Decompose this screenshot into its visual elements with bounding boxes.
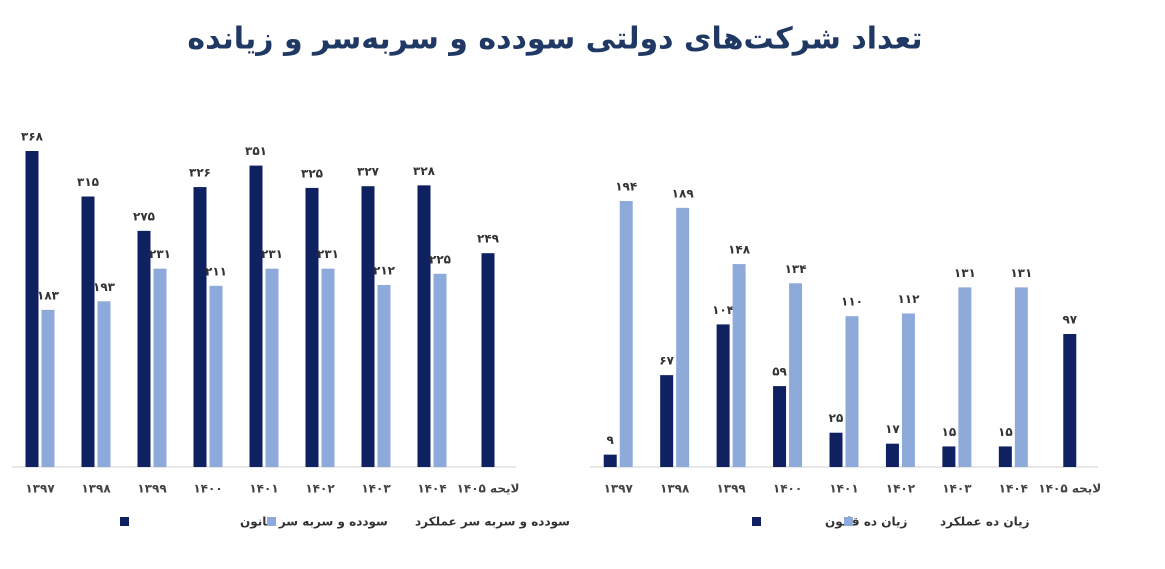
bar <box>829 432 843 467</box>
data-label: ۹ <box>607 433 615 447</box>
data-label: ۲۷۵ <box>133 209 155 223</box>
x-tick-label: ۱۳۹۸ <box>81 482 111 496</box>
data-label: ۲۳۱ <box>261 247 283 261</box>
x-tick-label: ۱۴۰۳ <box>942 482 972 496</box>
bar <box>942 446 956 467</box>
data-label: ۱۵ <box>942 425 957 439</box>
data-label: ۱۱۰ <box>841 295 863 309</box>
x-tick-label: ۱۳۹۷ <box>25 482 55 496</box>
bar <box>716 324 730 467</box>
bar <box>619 201 633 467</box>
data-label: ۱۳۱ <box>1010 266 1032 280</box>
data-label: ۵۹ <box>772 365 787 379</box>
data-label: ۱۸۹ <box>672 186 695 200</box>
bar <box>193 187 207 467</box>
data-label: ۱۰۴ <box>712 303 734 317</box>
data-label: ۲۵ <box>829 411 844 425</box>
bar <box>885 443 899 467</box>
legend-label: زیان ده قانون <box>825 515 907 530</box>
bar <box>97 301 111 467</box>
x-tick-label: ۱۴۰۰ <box>193 482 222 496</box>
bar <box>209 285 223 467</box>
x-tick-label: ۱۴۰۲ <box>305 482 335 496</box>
bar <box>321 268 335 467</box>
data-label: ۱۹۴ <box>615 180 637 194</box>
bar <box>417 185 431 467</box>
bar <box>481 253 495 467</box>
bar <box>603 454 617 467</box>
data-label: ۳۲۶ <box>189 166 211 180</box>
data-label: ۲۲۵ <box>429 252 451 266</box>
bar <box>732 264 746 467</box>
bar <box>305 187 319 467</box>
data-label: ۱۹۳ <box>93 280 116 294</box>
data-label: ۳۵۱ <box>245 144 267 158</box>
data-label: ۹۷ <box>1062 313 1077 327</box>
data-label: ۲۳۱ <box>149 247 171 261</box>
bar <box>789 283 803 467</box>
x-tick-label: ۱۴۰۳ <box>361 482 391 496</box>
bar <box>845 316 859 467</box>
bar <box>81 196 95 467</box>
x-tick-label: لایحه ۱۴۰۵ <box>1038 482 1101 496</box>
x-tick-label: لایحه ۱۴۰۵ <box>457 482 520 496</box>
data-label: ۳۲۵ <box>301 166 323 180</box>
data-label: ۳۲۷ <box>357 165 380 179</box>
data-label: ۱۳۱ <box>954 266 976 280</box>
bar <box>137 230 151 467</box>
bar <box>377 284 391 467</box>
bar <box>153 268 167 467</box>
bar <box>1014 287 1028 467</box>
x-tick-label: ۱۴۰۴ <box>999 482 1028 496</box>
bar <box>901 313 915 467</box>
bar <box>249 165 263 467</box>
data-label: ۲۴۹ <box>477 232 500 246</box>
legend-label: زیان ده عملکرد <box>940 515 1030 529</box>
data-label: ۳۶۸ <box>21 130 44 144</box>
x-tick-label: ۱۴۰۰ <box>773 482 802 496</box>
data-label: ۱۸۳ <box>37 288 60 302</box>
data-label: ۳۲۸ <box>413 164 436 178</box>
data-label: ۱۳۴ <box>785 262 807 276</box>
bar <box>265 268 279 467</box>
bar <box>676 207 690 468</box>
bar <box>41 309 55 467</box>
x-tick-label: ۱۴۰۴ <box>417 482 446 496</box>
data-label: ۱۱۲ <box>897 292 920 306</box>
legend-swatch <box>120 517 129 526</box>
data-label: ۱۵ <box>998 425 1013 439</box>
data-label: ۱۴۸ <box>728 243 751 257</box>
bar <box>361 186 375 467</box>
x-tick-label: ۱۳۹۹ <box>716 482 746 496</box>
data-label: ۱۷ <box>885 422 900 436</box>
data-label: ۲۱۲ <box>373 263 396 277</box>
x-tick-label: ۱۳۹۷ <box>604 482 634 496</box>
x-tick-label: ۱۳۹۹ <box>137 482 167 496</box>
x-tick-label: ۱۴۰۱ <box>249 482 278 496</box>
bar <box>25 151 39 467</box>
bar <box>660 375 674 467</box>
page-title: تعداد شرکت‌های دولتی سودده و سربه‌سر و ز… <box>187 22 922 57</box>
bar <box>773 386 787 467</box>
bar <box>998 446 1012 467</box>
x-tick-label: ۱۴۰۱ <box>829 482 858 496</box>
bar <box>958 287 972 467</box>
data-label: ۲۳۱ <box>317 247 339 261</box>
bar <box>1063 334 1077 467</box>
legend-swatch <box>267 517 276 526</box>
x-tick-label: ۱۳۹۸ <box>660 482 690 496</box>
data-label: ۳۱۵ <box>77 175 99 189</box>
bar <box>433 273 447 467</box>
legend-swatch <box>844 517 853 526</box>
legend-label: سودده و سربه سر عملکرد <box>415 515 570 530</box>
legend-swatch <box>752 517 761 526</box>
data-label: ۲۱۱ <box>205 264 227 278</box>
x-tick-label: ۱۴۰۲ <box>886 482 916 496</box>
legend-label: سودده و سربه سر قانون <box>240 515 388 530</box>
data-label: ۶۷ <box>659 354 674 368</box>
